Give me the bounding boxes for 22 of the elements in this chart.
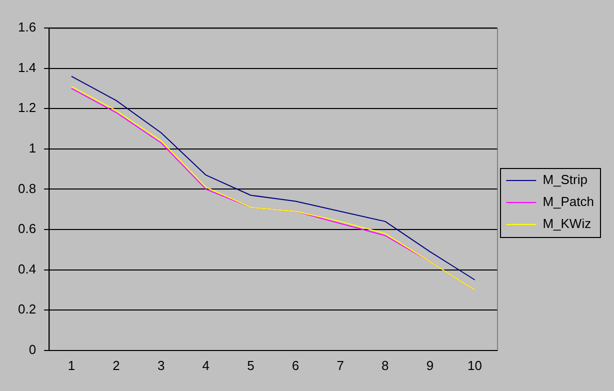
- y-tick-label: 1.4: [18, 60, 36, 75]
- legend-label: M_KWiz: [542, 216, 592, 232]
- legend-label: M_Patch: [542, 194, 594, 210]
- y-tick-label: 0.8: [18, 180, 36, 196]
- y-tick-label: 0.6: [18, 221, 36, 236]
- x-tick-label: 2: [112, 358, 120, 373]
- legend-label: M_Strip: [542, 172, 588, 188]
- y-tick-label: 0: [28, 342, 36, 357]
- x-tick-label: 4: [202, 358, 210, 373]
- x-tick-label: 9: [426, 358, 434, 373]
- x-tick-label: 10: [468, 358, 482, 373]
- y-tick-label: 1.2: [18, 100, 36, 116]
- y-tick-label: 1: [28, 140, 36, 156]
- x-tick-label: 8: [382, 358, 389, 373]
- x-tick-label: 6: [292, 358, 300, 373]
- x-tick-label: 3: [157, 358, 165, 373]
- y-tick-label: 0.2: [18, 302, 36, 317]
- x-tick-label: 1: [68, 358, 76, 373]
- x-tick-label: 5: [247, 358, 254, 373]
- x-tick-label: 7: [336, 358, 344, 373]
- y-tick-label: 0.4: [18, 261, 36, 276]
- y-tick-label: 1.6: [18, 20, 36, 35]
